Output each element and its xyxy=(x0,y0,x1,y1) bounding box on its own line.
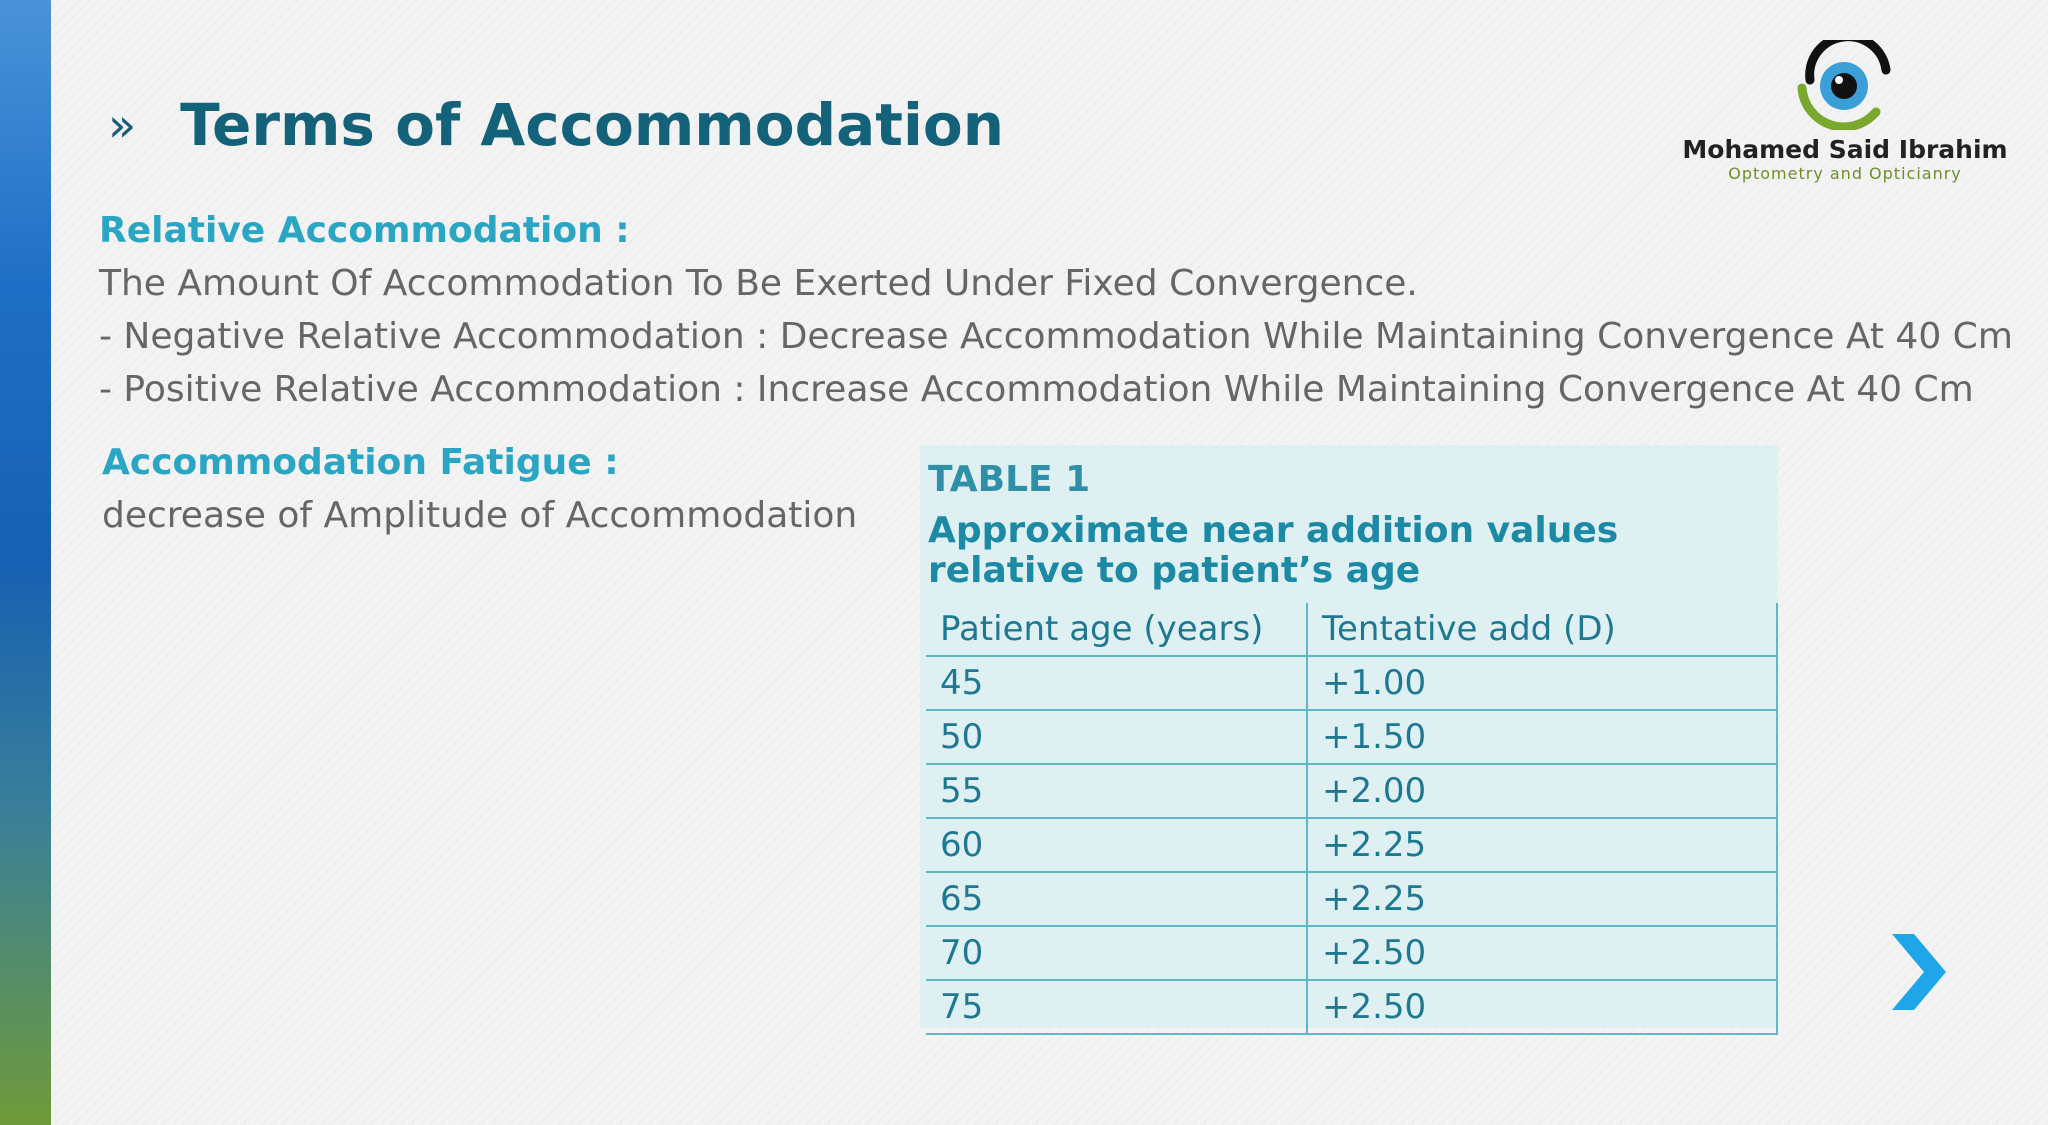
near-addition-table-figure: TABLE 1 Approximate near addition values… xyxy=(920,445,1778,1035)
column-header-age: Patient age (years) xyxy=(926,603,1308,657)
next-slide-button[interactable] xyxy=(1888,934,1948,1010)
table-row: 75 +2.50 xyxy=(926,980,1778,1035)
accommodation-fatigue-text: decrease of Amplitude of Accommodation xyxy=(102,495,858,536)
age-cell: 75 xyxy=(926,980,1308,1035)
near-addition-table: Patient age (years) Tentative add (D) 45… xyxy=(926,603,1778,1035)
relative-accommodation-definition: The Amount Of Accommodation To Be Exerte… xyxy=(99,263,1418,304)
chevron-right-icon xyxy=(1892,934,1946,1010)
logo-name: Mohamed Said Ibrahim xyxy=(1682,135,2008,164)
age-cell: 55 xyxy=(926,764,1308,819)
add-cell: +1.50 xyxy=(1307,710,1778,765)
table-row: 60 +2.25 xyxy=(926,818,1778,873)
table-row: 55 +2.00 xyxy=(926,764,1778,819)
age-cell: 45 xyxy=(926,656,1308,711)
accommodation-fatigue-heading: Accommodation Fatigue : xyxy=(102,442,619,483)
add-cell: +1.00 xyxy=(1307,656,1778,711)
age-cell: 65 xyxy=(926,872,1308,927)
add-cell: +2.50 xyxy=(1307,980,1778,1035)
add-cell: +2.50 xyxy=(1307,926,1778,981)
age-cell: 50 xyxy=(926,710,1308,765)
positive-relative-accommodation-line: - Positive Relative Accommodation : Incr… xyxy=(99,369,1974,410)
table-row: 50 +1.50 xyxy=(926,710,1778,765)
table-caption: Approximate near addition values relativ… xyxy=(928,510,1619,591)
negative-relative-accommodation-line: - Negative Relative Accommodation : Decr… xyxy=(99,316,2013,357)
logo: Mohamed Said Ibrahim Optometry and Optic… xyxy=(1670,40,2020,190)
side-accent-bar xyxy=(0,0,51,1125)
title-chevrons-icon: » xyxy=(108,98,137,152)
table-header-row: Patient age (years) Tentative add (D) xyxy=(926,603,1778,657)
table-row: 70 +2.50 xyxy=(926,926,1778,981)
add-cell: +2.00 xyxy=(1307,764,1778,819)
table-row: 45 +1.00 xyxy=(926,656,1778,711)
age-cell: 60 xyxy=(926,818,1308,873)
relative-accommodation-heading: Relative Accommodation : xyxy=(99,210,630,251)
eye-logo-icon xyxy=(1797,40,1891,130)
logo-subtitle: Optometry and Opticianry xyxy=(1728,164,1962,183)
slide-title: Terms of Accommodation xyxy=(180,91,1004,159)
slide-title-row: » Terms of Accommodation xyxy=(108,96,1004,154)
table-label: TABLE 1 xyxy=(928,459,1091,500)
table-row: 65 +2.25 xyxy=(926,872,1778,927)
add-cell: +2.25 xyxy=(1307,818,1778,873)
add-cell: +2.25 xyxy=(1307,872,1778,927)
age-cell: 70 xyxy=(926,926,1308,981)
column-header-add: Tentative add (D) xyxy=(1307,603,1778,657)
